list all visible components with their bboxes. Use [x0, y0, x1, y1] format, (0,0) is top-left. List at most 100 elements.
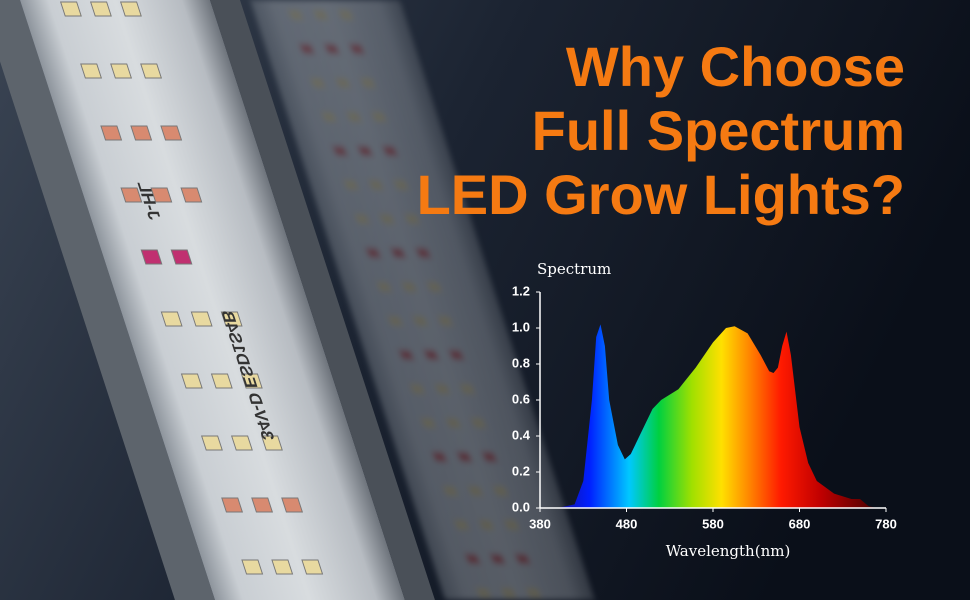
title-line: LED Grow Lights? [417, 163, 905, 226]
led-strip: J-HL 34V-D ESD1S4B [0, 0, 435, 600]
led [371, 112, 387, 122]
led [490, 554, 506, 564]
led [110, 63, 133, 79]
led [281, 497, 304, 513]
y-tick-label: 0.2 [512, 463, 530, 478]
led [100, 125, 123, 141]
y-tick-label: 1.2 [512, 283, 530, 298]
led [80, 63, 103, 79]
led [423, 350, 439, 360]
led [401, 282, 417, 292]
title-line: Full Spectrum [532, 99, 905, 162]
led [415, 248, 431, 258]
led [357, 146, 373, 156]
led [501, 588, 517, 598]
led [140, 63, 163, 79]
led [299, 44, 315, 54]
led [376, 282, 392, 292]
x-tick-label: 380 [529, 516, 551, 531]
led [338, 10, 354, 20]
led [365, 248, 381, 258]
led [288, 10, 304, 20]
led [379, 214, 395, 224]
led [231, 435, 253, 451]
x-tick-label: 580 [702, 516, 724, 531]
led [448, 350, 464, 360]
led [324, 44, 340, 54]
y-tick-label: 0.6 [512, 391, 530, 406]
y-tick-label: 0.8 [512, 355, 530, 370]
led [332, 146, 348, 156]
led [453, 520, 470, 530]
x-tick-label: 780 [875, 516, 897, 531]
led [349, 44, 365, 54]
led [335, 78, 351, 88]
led [515, 554, 531, 564]
led [426, 282, 442, 292]
led [310, 78, 326, 88]
led [434, 384, 451, 394]
led [313, 10, 329, 20]
spectrum-area [557, 324, 878, 508]
led [180, 187, 203, 203]
led [140, 249, 163, 265]
led [465, 554, 481, 564]
led [59, 1, 82, 17]
y-axis-title: Spectrum [537, 260, 611, 278]
led [160, 125, 183, 141]
led [201, 435, 223, 451]
led [478, 520, 495, 530]
chart: 0.0 0.2 0.4 0.6 0.8 1.0 1.2 380 480 580 680 780 [512, 283, 897, 531]
led [382, 146, 398, 156]
led [492, 486, 509, 496]
x-tick-label: 480 [616, 516, 638, 531]
led [170, 249, 193, 265]
led [481, 452, 498, 462]
led [190, 311, 213, 327]
led [467, 486, 484, 496]
led [221, 497, 244, 513]
led [343, 180, 359, 190]
led [368, 180, 384, 190]
led [210, 373, 233, 389]
led [476, 588, 492, 598]
y-tick-label: 0.0 [512, 499, 530, 514]
led [150, 187, 173, 203]
led [393, 180, 409, 190]
led [360, 78, 376, 88]
x-tick-label: 680 [789, 516, 811, 531]
led [89, 1, 112, 17]
led [180, 373, 203, 389]
led [241, 559, 264, 575]
led [412, 316, 428, 326]
led [470, 418, 487, 428]
led [390, 248, 406, 258]
led [431, 452, 448, 462]
x-axis-title: Wavelength(nm) [666, 542, 791, 560]
led [220, 311, 243, 327]
led [354, 214, 370, 224]
led [404, 214, 420, 224]
led [240, 373, 263, 389]
led [261, 435, 283, 451]
led [271, 559, 294, 575]
led [251, 497, 274, 513]
led [398, 350, 414, 360]
background-strip [250, 0, 595, 600]
led [120, 187, 143, 203]
led [420, 418, 437, 428]
led [387, 316, 403, 326]
led [409, 384, 426, 394]
led [119, 1, 142, 17]
title-line: Why Choose [566, 35, 905, 98]
led [437, 316, 453, 326]
led [456, 452, 473, 462]
led [321, 112, 337, 122]
led [526, 588, 542, 598]
led [445, 418, 462, 428]
y-tick-label: 0.4 [512, 427, 531, 442]
led [346, 112, 362, 122]
led [442, 486, 459, 496]
led [503, 520, 520, 530]
